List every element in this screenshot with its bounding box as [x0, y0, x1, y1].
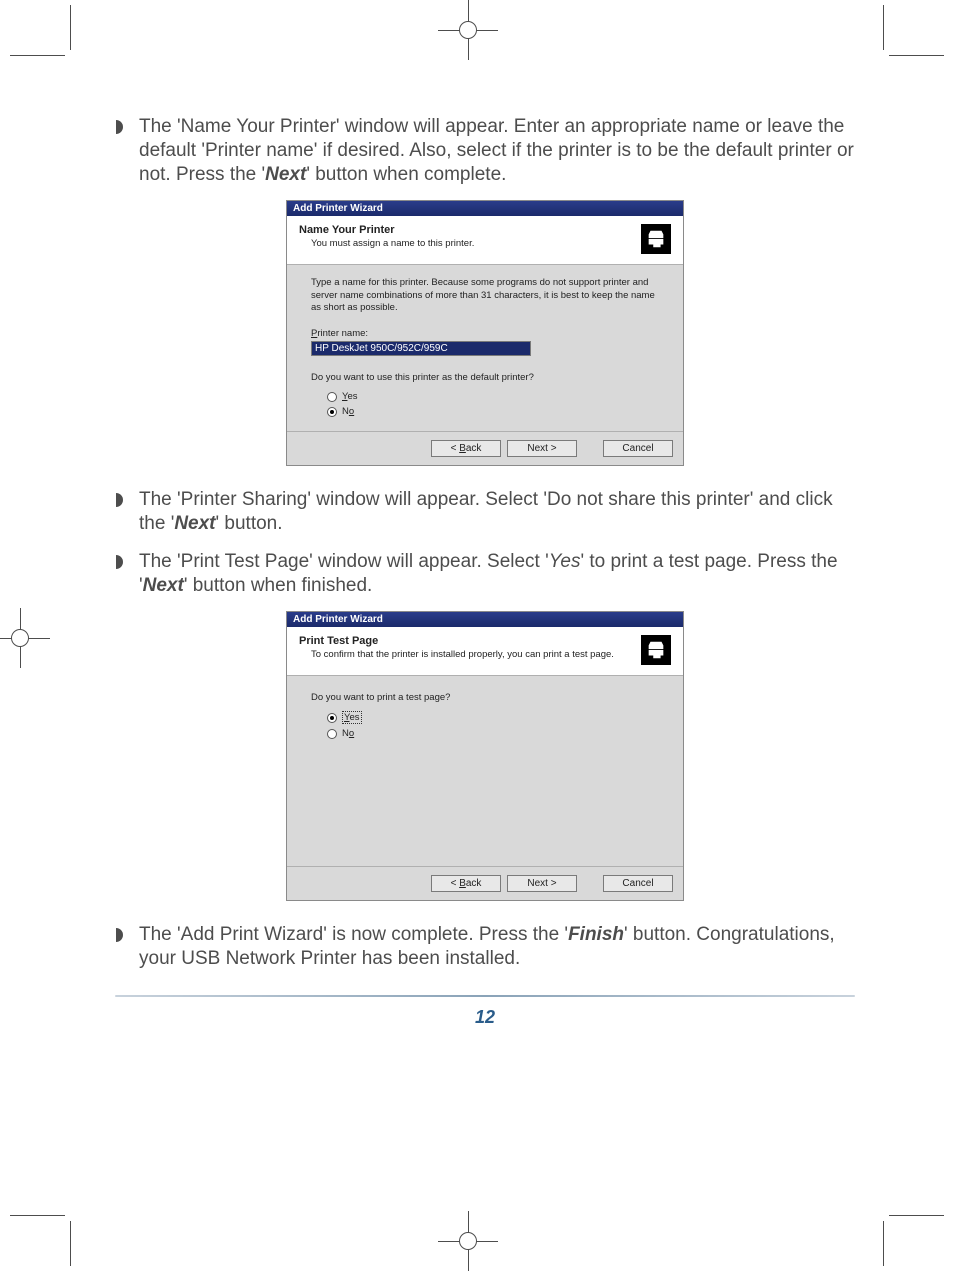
wizard-header: Name Your Printer You must assign a name… — [287, 216, 683, 265]
window-titlebar: Add Printer Wizard — [287, 612, 683, 627]
bullet-item: The 'Printer Sharing' window will appear… — [115, 488, 855, 536]
page-rule — [115, 995, 855, 997]
wizard-body: Do you want to print a test page? Yes No — [287, 676, 683, 866]
radio-no[interactable]: No — [327, 406, 663, 417]
bullet-text: The 'Printer Sharing' window will appear… — [139, 488, 855, 536]
bullet-icon — [115, 492, 125, 508]
radio-icon — [327, 407, 337, 417]
window-titlebar: Add Printer Wizard — [287, 201, 683, 216]
bullet-icon — [115, 119, 125, 135]
wizard-footer: < Back Next > Cancel — [287, 431, 683, 465]
text: The 'Add Print Wizard' is now complete. … — [139, 924, 568, 945]
text: ' button. — [216, 513, 283, 534]
bullet-icon — [115, 927, 125, 943]
page-content: The 'Name Your Printer' window will appe… — [115, 115, 855, 1028]
bullet-text: The 'Name Your Printer' window will appe… — [139, 115, 855, 186]
wizard-header: Print Test Page To confirm that the prin… — [287, 627, 683, 676]
back-button[interactable]: < Back — [431, 440, 501, 457]
printer-icon — [641, 635, 671, 665]
cancel-button[interactable]: Cancel — [603, 875, 673, 892]
radio-icon — [327, 729, 337, 739]
printer-name-input[interactable] — [311, 341, 531, 356]
bullet-icon — [115, 554, 125, 570]
bullet-text: The 'Print Test Page' window will appear… — [139, 550, 855, 598]
wizard-body: Type a name for this printer. Because so… — [287, 265, 683, 431]
wizard-title: Print Test Page — [299, 635, 614, 647]
default-printer-question: Do you want to use this printer as the d… — [311, 372, 663, 383]
printer-name-label: Printer name: — [311, 328, 663, 339]
emphasis: Next — [143, 575, 184, 596]
radio-yes[interactable]: Yes — [327, 391, 663, 402]
bullet-item: The 'Add Print Wizard' is now complete. … — [115, 923, 855, 971]
text: ' button when complete. — [306, 164, 506, 185]
emphasis: Next — [174, 513, 215, 534]
emphasis: Yes — [549, 551, 581, 572]
back-button[interactable]: < Back — [431, 875, 501, 892]
wizard-subtitle: You must assign a name to this printer. — [299, 238, 474, 249]
emphasis: Finish — [568, 924, 624, 945]
wizard-subtitle: To confirm that the printer is installed… — [299, 649, 614, 660]
emphasis: Next — [265, 164, 306, 185]
page-number: 12 — [115, 1007, 855, 1028]
wizard-name-your-printer: Add Printer Wizard Name Your Printer You… — [286, 200, 684, 466]
cancel-button[interactable]: Cancel — [603, 440, 673, 457]
test-page-question: Do you want to print a test page? — [311, 692, 663, 703]
text: ' button when finished. — [184, 575, 372, 596]
bullet-item: The 'Name Your Printer' window will appe… — [115, 115, 855, 186]
text: The 'Print Test Page' window will appear… — [139, 551, 549, 572]
next-button[interactable]: Next > — [507, 440, 577, 457]
radio-yes[interactable]: Yes — [327, 711, 663, 724]
description-text: Type a name for this printer. Because so… — [311, 277, 663, 314]
wizard-title: Name Your Printer — [299, 224, 474, 236]
wizard-print-test-page: Add Printer Wizard Print Test Page To co… — [286, 611, 684, 901]
next-button[interactable]: Next > — [507, 875, 577, 892]
bullet-item: The 'Print Test Page' window will appear… — [115, 550, 855, 598]
radio-icon — [327, 392, 337, 402]
radio-no[interactable]: No — [327, 728, 663, 739]
printer-icon — [641, 224, 671, 254]
radio-icon — [327, 713, 337, 723]
wizard-footer: < Back Next > Cancel — [287, 866, 683, 900]
bullet-text: The 'Add Print Wizard' is now complete. … — [139, 923, 855, 971]
